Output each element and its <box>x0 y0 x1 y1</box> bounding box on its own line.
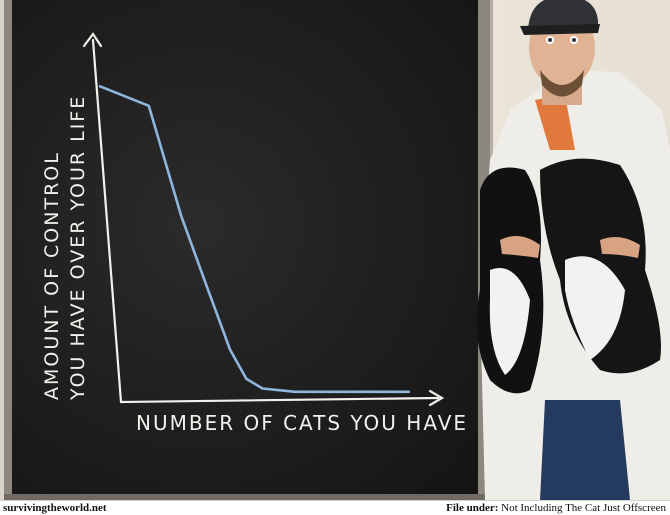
data-point <box>342 390 345 393</box>
person-holding-cats <box>476 0 670 500</box>
data-point <box>245 377 248 380</box>
series-line <box>98 85 411 394</box>
file-under-value: Not Including The Cat Just Offscreen <box>501 502 666 514</box>
x-axis-arrow <box>428 389 445 407</box>
data-point <box>180 215 183 218</box>
orange-shirt <box>535 95 575 150</box>
jeans <box>540 400 630 500</box>
file-under: File under: Not Including The Cat Just O… <box>446 501 666 515</box>
cat-2-white <box>565 256 625 360</box>
data-point <box>294 390 296 393</box>
site-name: survivingtheworld.net <box>3 502 107 514</box>
x-axis <box>119 396 440 404</box>
chalkboard <box>12 0 478 500</box>
y-axis <box>91 38 123 404</box>
chalk-chart: AMOUNT OF CONTROL YOU HAVE OVER YOUR LIF… <box>41 32 468 435</box>
y-axis-label-line-2: YOU HAVE OVER YOUR LIFE <box>67 95 89 401</box>
hands <box>500 236 640 258</box>
x-axis-label: NUMBER OF CATS YOU HAVE <box>136 411 468 435</box>
data-point <box>229 348 231 351</box>
data-point <box>206 286 209 289</box>
photo-scene: AMOUNT OF CONTROL YOU HAVE OVER YOUR LIF… <box>0 0 670 500</box>
y-axis-arrow <box>82 32 103 48</box>
cat-1-white <box>489 268 530 375</box>
file-under-label: File under: <box>446 502 499 514</box>
data-point <box>407 390 410 393</box>
data-point <box>99 85 101 88</box>
chalk-tray <box>4 494 490 500</box>
data-point <box>147 104 150 107</box>
data-point <box>261 387 264 390</box>
y-axis-label-line-1: AMOUNT OF CONTROL <box>41 151 63 400</box>
beard <box>540 70 584 97</box>
footer-bar: survivingtheworld.net File under: Not In… <box>0 500 670 515</box>
cap-brim <box>520 24 600 35</box>
cap <box>528 0 599 30</box>
